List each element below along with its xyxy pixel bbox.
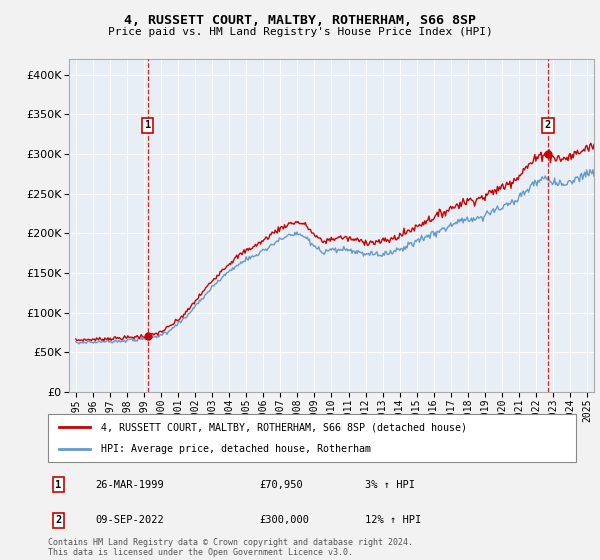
- Text: £70,950: £70,950: [259, 479, 303, 489]
- Text: 3% ↑ HPI: 3% ↑ HPI: [365, 479, 415, 489]
- Text: £300,000: £300,000: [259, 515, 309, 525]
- Text: 1: 1: [145, 120, 151, 130]
- Text: HPI: Average price, detached house, Rotherham: HPI: Average price, detached house, Roth…: [101, 444, 371, 454]
- Text: Price paid vs. HM Land Registry's House Price Index (HPI): Price paid vs. HM Land Registry's House …: [107, 27, 493, 37]
- Text: 2: 2: [55, 515, 62, 525]
- Text: 1: 1: [55, 479, 62, 489]
- Text: 4, RUSSETT COURT, MALTBY, ROTHERHAM, S66 8SP: 4, RUSSETT COURT, MALTBY, ROTHERHAM, S66…: [124, 14, 476, 27]
- Text: 2: 2: [545, 120, 551, 130]
- FancyBboxPatch shape: [48, 414, 576, 462]
- Text: 12% ↑ HPI: 12% ↑ HPI: [365, 515, 421, 525]
- Text: 09-SEP-2022: 09-SEP-2022: [95, 515, 164, 525]
- Text: Contains HM Land Registry data © Crown copyright and database right 2024.
This d: Contains HM Land Registry data © Crown c…: [48, 538, 413, 557]
- Text: 4, RUSSETT COURT, MALTBY, ROTHERHAM, S66 8SP (detached house): 4, RUSSETT COURT, MALTBY, ROTHERHAM, S66…: [101, 422, 467, 432]
- Text: 26-MAR-1999: 26-MAR-1999: [95, 479, 164, 489]
